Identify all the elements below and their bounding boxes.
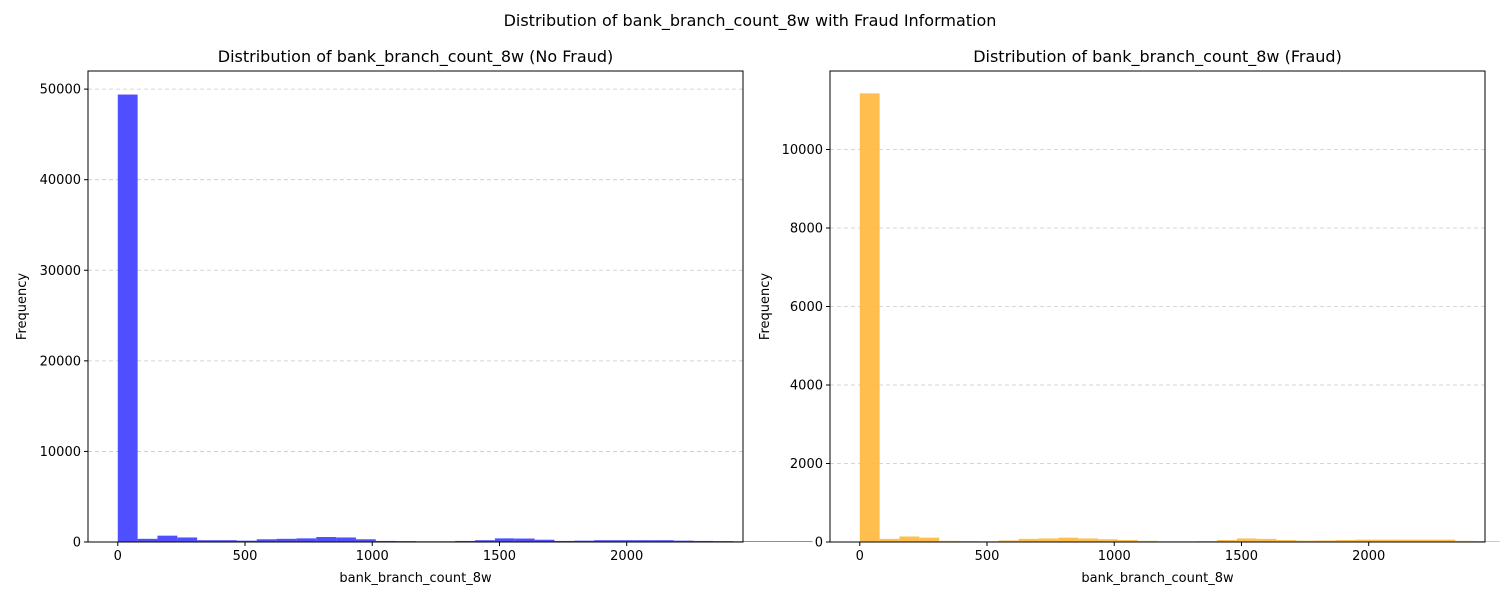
histogram-bar <box>1078 538 1098 542</box>
histogram-bar <box>1018 538 1039 542</box>
histogram-bar <box>1058 537 1079 542</box>
histogram-bar <box>316 537 337 542</box>
histogram-bar <box>633 540 654 542</box>
histogram-bar <box>475 540 495 542</box>
histogram-bar <box>653 540 674 542</box>
y-tick-label: 10000 <box>782 143 823 158</box>
x-tick-label: 1000 <box>1098 549 1131 564</box>
histogram-bar <box>613 540 634 542</box>
y-axis-label: Frequency <box>758 273 773 340</box>
x-tick-label: 0 <box>856 549 864 564</box>
y-axis-label: Frequency <box>15 273 30 340</box>
chart-title: Distribution of bank_branch_count_8w (Fr… <box>973 47 1342 67</box>
histogram-bar <box>455 540 476 542</box>
histogram-bar <box>1415 539 1436 542</box>
histogram-bar <box>157 535 178 542</box>
histogram-bar <box>197 540 218 542</box>
chart-title: Distribution of bank_branch_count_8w (No… <box>218 47 613 67</box>
x-tick-label: 2000 <box>610 549 643 564</box>
histogram-bar <box>217 540 237 542</box>
histogram-bar <box>1296 540 1317 542</box>
histogram-bar <box>375 540 396 542</box>
histogram-bar <box>673 540 694 542</box>
histogram-bar <box>1276 540 1297 542</box>
histogram-bar <box>1375 539 1396 542</box>
histogram-bar <box>534 539 555 542</box>
histogram-bar <box>1395 539 1416 542</box>
x-tick-label: 0 <box>114 549 122 564</box>
histogram-bar <box>554 540 575 542</box>
figure-suptitle: Distribution of bank_branch_count_8w wit… <box>504 11 997 31</box>
y-tick-label: 10000 <box>40 445 81 460</box>
x-tick-label: 500 <box>975 549 1000 564</box>
histogram-bar <box>594 540 614 542</box>
histogram-bar <box>919 537 940 542</box>
y-tick-label: 0 <box>815 536 823 551</box>
histogram-bar <box>514 538 535 542</box>
histogram-bar <box>276 538 297 542</box>
histogram-bar <box>355 539 376 542</box>
histogram-bar <box>117 94 138 543</box>
y-tick-label: 50000 <box>40 83 81 98</box>
histogram-bar <box>859 93 880 542</box>
histogram-bar <box>752 541 773 542</box>
histogram-bar <box>1455 540 1476 542</box>
axes-frame <box>87 70 744 543</box>
y-tick-label: 20000 <box>40 354 81 369</box>
y-tick-label: 40000 <box>40 173 81 188</box>
x-tick-label: 500 <box>233 549 258 564</box>
histogram-bar <box>1236 538 1257 542</box>
histogram-bar <box>1097 539 1118 542</box>
chart-panel-fraud: Distribution of bank_branch_count_8w (Fr… <box>758 47 1500 586</box>
histogram-bar <box>256 539 277 542</box>
histogram-bar <box>772 541 793 542</box>
histogram-bar <box>1316 540 1337 542</box>
histogram-bar <box>236 540 257 542</box>
histogram-bar <box>998 540 1019 542</box>
histogram-bar <box>574 540 595 542</box>
y-tick-label: 8000 <box>790 222 823 237</box>
histogram-bar <box>1336 540 1356 542</box>
chart-panel-no-fraud: Distribution of bank_branch_count_8w (No… <box>15 47 813 586</box>
x-tick-label: 2000 <box>1352 549 1385 564</box>
histogram-bar <box>1137 540 1158 542</box>
x-tick-label: 1000 <box>356 549 389 564</box>
histogram-bar <box>1038 538 1059 542</box>
histogram-bar <box>137 538 158 542</box>
histogram-bar <box>1355 539 1376 542</box>
histogram-bar <box>177 537 198 542</box>
histogram-bar <box>1494 541 1500 542</box>
histogram-bar <box>336 537 356 542</box>
x-tick-label: 1500 <box>1225 549 1258 564</box>
x-tick-label: 1500 <box>483 549 516 564</box>
histogram-bar <box>296 538 317 542</box>
histogram-bar <box>939 540 960 542</box>
histogram-bar <box>1117 540 1138 542</box>
histogram-bar <box>1256 538 1277 542</box>
histogram-bar <box>792 541 813 542</box>
x-axis-label: bank_branch_count_8w <box>339 571 492 586</box>
histogram-bar <box>899 536 920 542</box>
histogram-bar <box>693 540 714 542</box>
y-tick-label: 4000 <box>790 379 823 394</box>
histogram-bar <box>879 538 900 542</box>
y-tick-label: 30000 <box>40 264 81 279</box>
y-tick-label: 6000 <box>790 300 823 315</box>
y-tick-label: 0 <box>73 536 81 551</box>
histogram-bar <box>494 538 515 542</box>
histogram-bar <box>1217 540 1237 542</box>
x-axis-label: bank_branch_count_8w <box>1081 571 1234 586</box>
y-tick-label: 2000 <box>790 457 823 472</box>
histogram-bar <box>1435 539 1456 542</box>
